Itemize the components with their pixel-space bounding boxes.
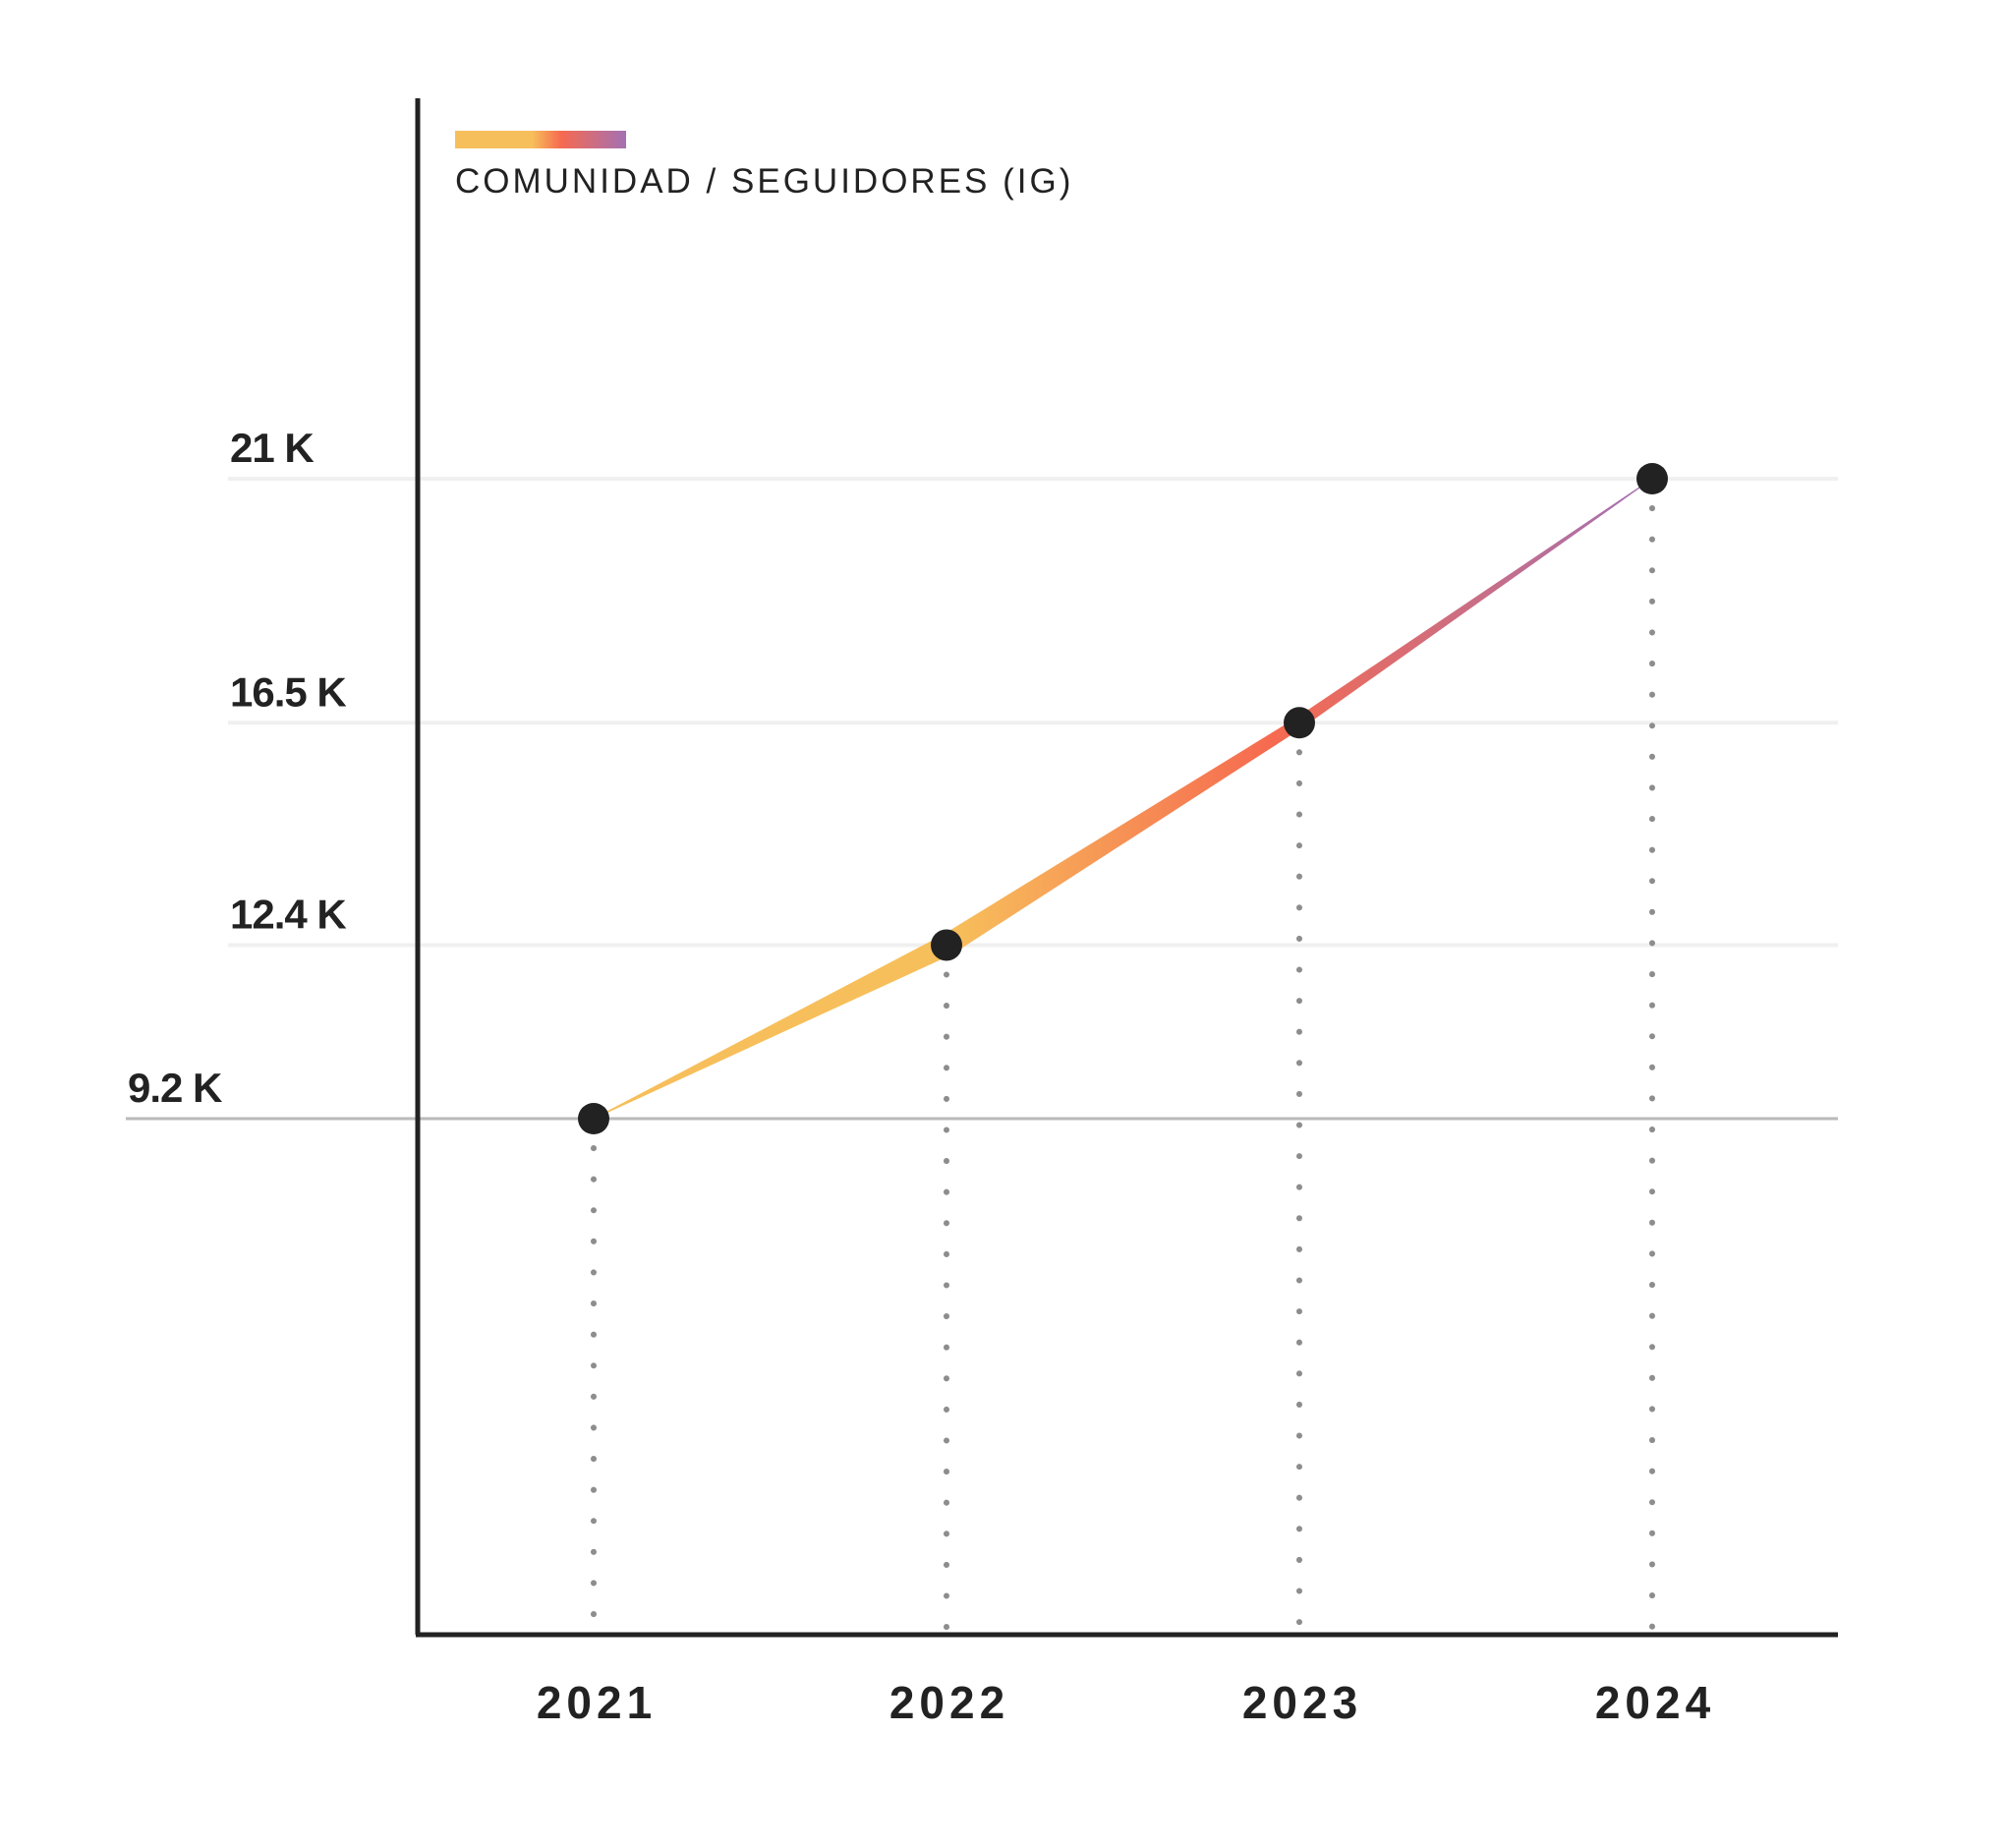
y-tick-labels: 9.2 K 12.4 K 16.5 K 21 K xyxy=(128,425,347,1111)
x-tick-label: 2023 xyxy=(1242,1677,1362,1728)
y-tick-label: 12.4 K xyxy=(230,891,346,937)
data-points xyxy=(578,463,1668,1134)
data-point-2021 xyxy=(578,1103,609,1134)
series xyxy=(593,478,1653,1120)
axes xyxy=(415,98,1838,1638)
legend-swatch xyxy=(455,131,626,148)
data-point-2024 xyxy=(1636,463,1668,494)
gridlines xyxy=(126,477,1838,1121)
x-tick-label: 2021 xyxy=(537,1677,657,1728)
data-point-2022 xyxy=(931,929,962,961)
drop-lines xyxy=(591,505,1655,1635)
x-tick-labels: 2021 2022 2023 2024 xyxy=(537,1677,1715,1728)
y-tick-label: 16.5 K xyxy=(230,668,346,715)
data-point-2023 xyxy=(1284,707,1315,739)
legend-label: COMUNIDAD / SEGUIDORES (IG) xyxy=(455,162,1073,201)
y-tick-label: 9.2 K xyxy=(128,1065,222,1111)
x-tick-label: 2024 xyxy=(1595,1677,1715,1728)
series-line xyxy=(593,478,1653,1120)
x-tick-label: 2022 xyxy=(889,1677,1009,1728)
legend: COMUNIDAD / SEGUIDORES (IG) xyxy=(455,131,1073,201)
y-tick-label: 21 K xyxy=(230,425,314,471)
